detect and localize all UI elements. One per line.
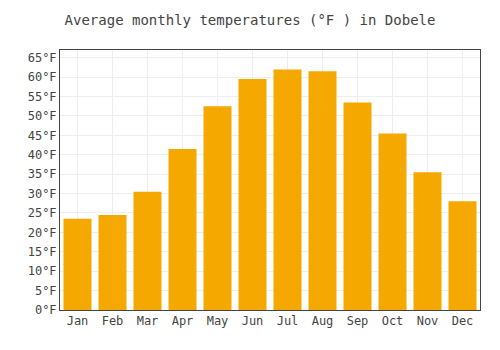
svg-text:55°F: 55°F [28, 90, 57, 104]
svg-text:45°F: 45°F [28, 129, 57, 143]
svg-text:Nov: Nov [417, 314, 439, 328]
svg-text:30°F: 30°F [28, 187, 57, 201]
svg-text:Mar: Mar [137, 314, 159, 328]
svg-text:Dec: Dec [452, 314, 474, 328]
svg-text:0°F: 0°F [35, 303, 57, 317]
svg-text:Sep: Sep [347, 314, 369, 328]
svg-text:10°F: 10°F [28, 264, 57, 278]
svg-text:Oct: Oct [382, 314, 404, 328]
svg-text:Apr: Apr [172, 314, 194, 328]
svg-text:15°F: 15°F [28, 245, 57, 259]
svg-text:25°F: 25°F [28, 206, 57, 220]
svg-text:Aug: Aug [312, 314, 334, 328]
svg-text:20°F: 20°F [28, 226, 57, 240]
svg-text:Jul: Jul [277, 314, 299, 328]
svg-text:May: May [207, 314, 229, 328]
svg-text:40°F: 40°F [28, 148, 57, 162]
svg-text:35°F: 35°F [28, 167, 57, 181]
svg-text:60°F: 60°F [28, 70, 57, 84]
svg-text:50°F: 50°F [28, 109, 57, 123]
svg-text:Jun: Jun [242, 314, 264, 328]
svg-text:65°F: 65°F [28, 51, 57, 65]
svg-text:5°F: 5°F [35, 284, 57, 298]
svg-text:Jan: Jan [67, 314, 89, 328]
svg-text:Feb: Feb [102, 314, 124, 328]
svg-text:Average monthly temperatures (: Average monthly temperatures (°F ) in Do… [65, 12, 436, 28]
